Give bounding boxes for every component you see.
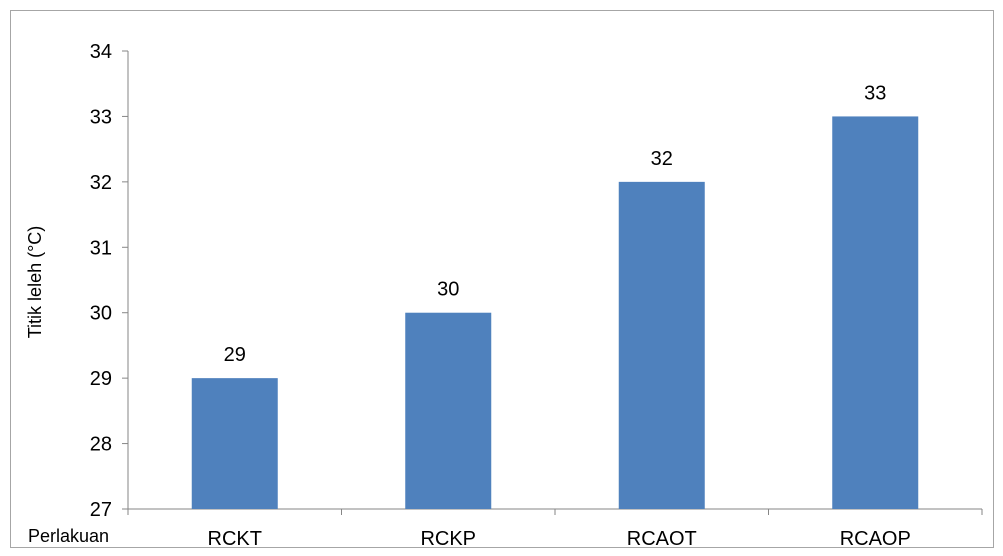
x-tick-label: RCKT [208,528,262,550]
bar-rcaop [832,116,919,509]
bar-rckt [191,378,278,509]
data-label: 30 [437,279,459,301]
data-label: 29 [224,344,246,366]
x-tick-label: RCAOT [627,528,697,550]
x-axis-label: Perlakuan [28,526,109,546]
y-tick-label: 30 [90,303,112,325]
chart-bars [191,116,919,509]
x-tick-label: RCAOP [840,528,911,550]
y-tick-label: 32 [90,172,112,194]
y-tick-label: 33 [90,106,112,128]
chart-frame [10,10,994,548]
y-tick-label: 31 [90,237,112,259]
y-tick-label: 29 [90,368,112,390]
bar-rcaot [618,181,705,509]
chart-data-labels: 29 30 32 33 [224,82,887,366]
y-tick-label: 34 [90,41,112,63]
bar-rckp [405,312,492,509]
x-tick-label: RCKP [420,528,476,550]
y-tick-label: 28 [90,434,112,456]
data-label: 32 [651,148,673,170]
data-label: 33 [864,82,886,104]
y-axis-label: Titik leleh (°C) [25,226,45,339]
y-tick-label: 27 [90,499,112,521]
